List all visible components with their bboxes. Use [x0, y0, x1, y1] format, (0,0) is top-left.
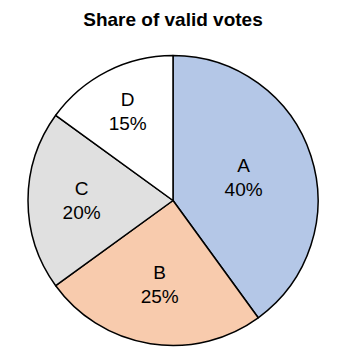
svg-text:C20%: C20% — [63, 178, 101, 224]
svg-text:A40%: A40% — [225, 155, 263, 201]
svg-text:Share of valid votes: Share of valid votes — [83, 9, 263, 30]
svg-text:D15%: D15% — [109, 89, 147, 135]
svg-text:B25%: B25% — [141, 262, 179, 308]
